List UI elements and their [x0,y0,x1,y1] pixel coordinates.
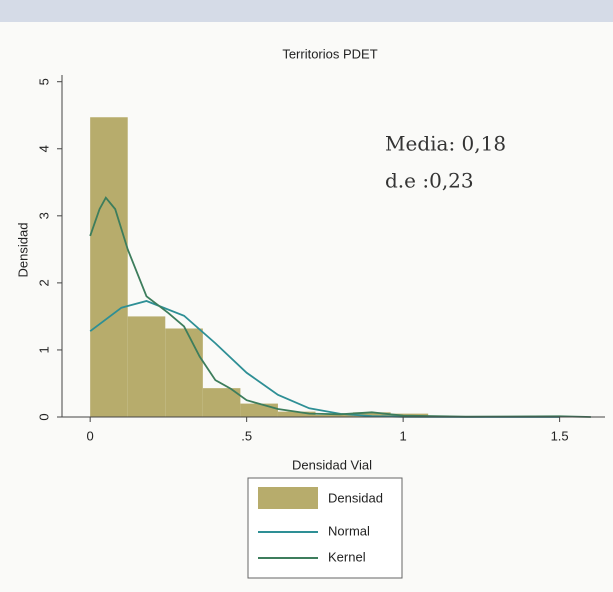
y-tick-label: 5 [36,78,51,85]
bar [127,316,166,417]
x-axis-label: Densidad Vial [292,457,372,472]
x-tick-label: 1.5 [551,428,569,443]
bar [277,411,316,417]
bar [202,388,241,417]
legend-swatch [258,487,318,509]
x-tick-label: .5 [241,428,252,443]
density-line [89,196,591,418]
annotation: Media: 0,18 [385,132,506,156]
legend-label: Kernel [328,549,366,564]
y-tick-label: 2 [36,279,51,286]
bar [165,328,203,417]
y-axis-label: Densidad [15,223,30,278]
y-tick-label: 1 [36,346,51,353]
legend-label: Densidad [328,490,383,505]
x-tick-label: 0 [87,428,94,443]
legend-label: Normal [328,523,370,538]
chart-title: Territorios PDET [282,46,377,61]
bar [353,412,391,417]
annotation: d.e :0,23 [385,169,474,193]
bar [315,414,354,417]
bar [90,117,128,417]
y-tick-label: 4 [36,145,51,152]
y-tick-label: 3 [36,212,51,219]
bar [240,403,278,417]
x-tick-label: 1 [400,428,407,443]
top-strip [0,0,613,22]
y-tick-label: 0 [36,413,51,420]
